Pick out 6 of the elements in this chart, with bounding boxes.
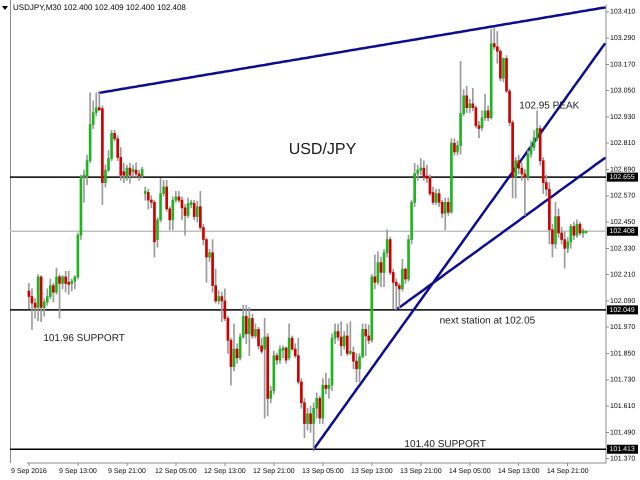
annotation: 101.40 SUPPORT: [404, 438, 486, 450]
annotation: next station at 102.05: [440, 315, 536, 326]
chart-title: USDJPY,M30 102.400 102.409 102.400 102.408: [13, 3, 186, 12]
candlestick: [584, 230, 588, 234]
annotation: USD/JPY: [288, 140, 357, 158]
annotation: 101.96 SUPPORT: [43, 333, 125, 344]
